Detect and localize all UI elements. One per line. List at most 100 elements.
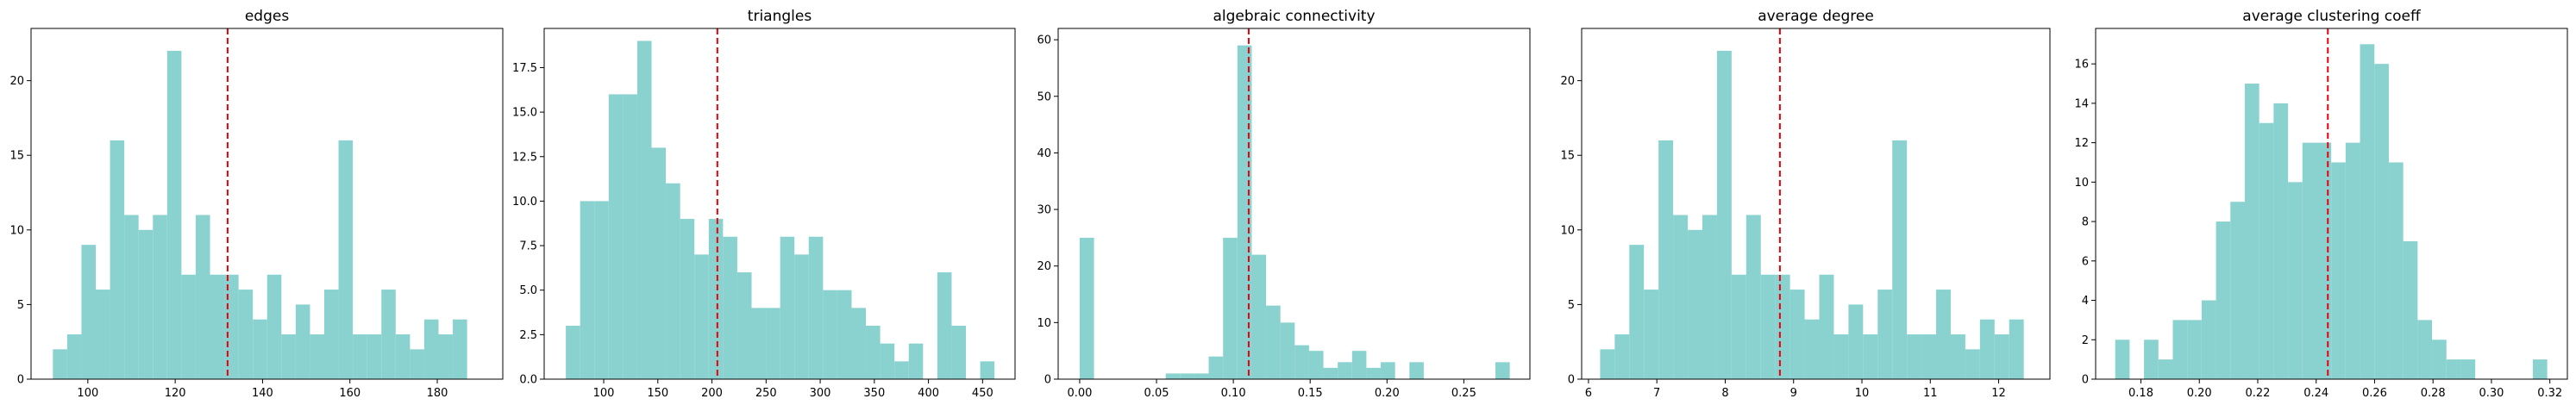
histogram-bar — [594, 201, 609, 379]
x-tick-label: 200 — [701, 387, 723, 400]
histogram-bar — [2345, 142, 2360, 379]
histogram-bar — [1658, 140, 1674, 379]
y-tick-label: 20 — [1560, 75, 1575, 88]
histogram-bar — [880, 343, 895, 379]
x-tick-label: 0.20 — [2187, 387, 2212, 400]
y-tick-label: 5.0 — [519, 284, 537, 297]
histogram-bar — [2532, 359, 2548, 379]
x-tick-label: 6 — [1585, 387, 1592, 400]
y-tick-label: 5 — [1568, 299, 1575, 312]
histogram-bar — [1366, 367, 1382, 379]
histogram-bar — [937, 272, 952, 379]
x-tick-label: 160 — [339, 387, 360, 400]
x-tick-label: 0.24 — [2303, 387, 2328, 400]
histogram-bar — [566, 326, 580, 379]
axes-frame — [1581, 28, 2051, 380]
x-tick-label: 0.25 — [1451, 387, 1476, 400]
histogram-bar — [2230, 202, 2245, 379]
histogram-bar — [423, 319, 439, 379]
x-tick-label: 0.26 — [2362, 387, 2387, 400]
histogram-bar — [338, 140, 354, 379]
histogram-bar — [96, 290, 110, 379]
y-tick-label: 0 — [17, 374, 24, 387]
histogram-bar — [181, 274, 196, 379]
x-tick-label: 100 — [77, 387, 98, 400]
histogram-bar — [381, 290, 396, 379]
histogram-bar — [2432, 340, 2447, 379]
y-tick-label: 20 — [9, 75, 24, 88]
histogram-bar — [2009, 319, 2024, 379]
y-tick-label: 15 — [1560, 150, 1575, 163]
x-tick-label: 0.32 — [2537, 387, 2562, 400]
y-tick-label: 10 — [1560, 224, 1575, 237]
histogram-bar — [623, 94, 637, 380]
x-tick-label: 0.15 — [1298, 387, 1323, 400]
histogram-bar — [1165, 373, 1181, 379]
histogram-panel-2: 0.00 0.05 0.10 0.15 0.20 0.25 0 10 20 30 40 50 60 alg… — [1037, 8, 1531, 400]
histogram-bar — [210, 274, 225, 379]
y-tick-label: 0.0 — [519, 374, 537, 387]
x-tick-label: 0.00 — [1067, 387, 1092, 400]
histogram-bar — [2302, 142, 2317, 379]
histogram-bar — [1294, 345, 1309, 379]
x-tick-label: 0.30 — [2479, 387, 2504, 400]
histogram-bar — [310, 334, 325, 379]
chart-title: edges — [245, 8, 290, 25]
y-tick-label: 7.5 — [519, 240, 537, 253]
histogram-bar — [2388, 162, 2404, 379]
histogram-bar — [1979, 319, 1995, 379]
histogram-bar — [1789, 290, 1805, 379]
histogram-bar — [1079, 237, 1094, 379]
histogram-bar — [53, 349, 67, 379]
histogram-bar — [2417, 320, 2433, 379]
y-tick-label: 20 — [1037, 260, 1051, 273]
histogram-bar — [2172, 320, 2188, 379]
chart-title: average degree — [1758, 8, 1874, 25]
y-tick-label: 40 — [1037, 147, 1051, 160]
x-tick-label: 140 — [252, 387, 273, 400]
histogram-bar — [2360, 44, 2375, 379]
histogram-bar — [238, 290, 254, 379]
y-tick-label: 16 — [2074, 59, 2089, 72]
histogram-bar — [2187, 320, 2202, 379]
histogram-bar — [2259, 122, 2274, 379]
histogram-bar — [1308, 351, 1324, 379]
histogram-bar — [851, 308, 867, 379]
histogram-bar — [1600, 349, 1615, 379]
histogram-bar — [1746, 215, 1761, 379]
histogram-bar — [138, 229, 154, 379]
x-tick-label: 120 — [165, 387, 186, 400]
y-tick-label: 10 — [2074, 177, 2089, 190]
histogram-bar — [1760, 274, 1776, 379]
histogram-bar — [1965, 349, 1980, 379]
y-tick-label: 12.5 — [512, 151, 537, 164]
histogram-bar — [1892, 140, 1908, 379]
y-tick-label: 10 — [1037, 317, 1051, 330]
histogram-bar — [1208, 356, 1224, 379]
histogram-bar — [1833, 334, 1849, 379]
histogram-bar — [980, 361, 995, 379]
y-tick-label: 5 — [17, 299, 24, 312]
histogram-bar — [2115, 340, 2130, 379]
histogram-panel-0: 100 120 140 160 180 0 5 10 15 20 edges — [9, 8, 504, 400]
histogram-bar — [110, 140, 125, 379]
histogram-bar — [410, 349, 424, 379]
chart-title: average clustering coeff — [2242, 8, 2422, 25]
histogram-bar — [1673, 215, 1689, 379]
histogram-bar — [723, 236, 737, 379]
histogram-bar — [766, 308, 780, 379]
y-tick-label: 15 — [9, 150, 24, 163]
histogram-panel-4: 0.18 0.20 0.22 0.24 0.26 0.28 0.30 0.32 0 2 4 6 8 10 1… — [2074, 8, 2568, 400]
histogram-bar — [1266, 305, 1281, 379]
histogram-bar — [2446, 359, 2461, 379]
histogram-bar — [295, 304, 310, 379]
y-tick-label: 0 — [1568, 374, 1575, 387]
histogram-bar — [2288, 182, 2303, 379]
histogram-bar — [438, 334, 454, 379]
histogram-bar — [2201, 300, 2216, 379]
histogram-bar — [1338, 362, 1352, 379]
histogram-bar — [253, 319, 267, 379]
histogram-bar — [651, 147, 667, 379]
histogram-bar — [66, 334, 82, 379]
histogram-bar — [281, 334, 296, 379]
